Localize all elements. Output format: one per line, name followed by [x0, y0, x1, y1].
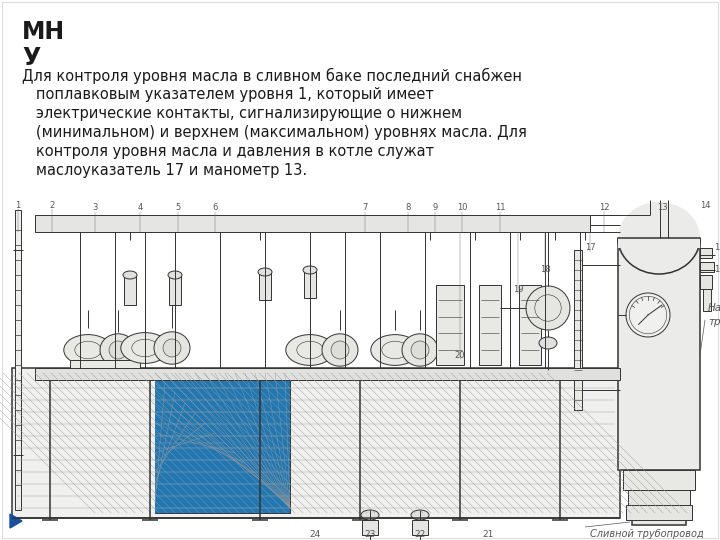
Bar: [479, 285, 501, 365]
Ellipse shape: [258, 268, 272, 276]
Bar: [15, 210, 21, 510]
Bar: [700, 248, 712, 258]
Bar: [35, 368, 620, 380]
Text: У: У: [22, 46, 40, 70]
Text: 2: 2: [50, 200, 55, 210]
Text: 21: 21: [482, 530, 494, 539]
Ellipse shape: [618, 202, 700, 274]
Bar: [70, 360, 140, 380]
Ellipse shape: [286, 335, 334, 366]
Text: 10: 10: [456, 204, 467, 213]
Text: маслоуказатель 17 и манометр 13.: маслоуказатель 17 и манометр 13.: [22, 163, 307, 178]
Text: 19: 19: [513, 286, 523, 294]
Text: 24: 24: [310, 530, 320, 539]
Text: 5: 5: [176, 204, 181, 213]
Text: 22: 22: [415, 530, 426, 539]
Bar: [155, 373, 290, 513]
Text: 12: 12: [599, 204, 609, 213]
Bar: [155, 373, 290, 513]
Text: 15: 15: [714, 244, 720, 253]
Ellipse shape: [371, 335, 419, 366]
Circle shape: [109, 341, 127, 359]
Bar: [124, 275, 136, 305]
Bar: [35, 215, 590, 232]
Text: 3: 3: [92, 204, 98, 213]
Bar: [412, 520, 428, 535]
Ellipse shape: [64, 335, 112, 366]
Ellipse shape: [539, 337, 557, 349]
Bar: [618, 238, 700, 470]
Bar: [623, 470, 695, 490]
Ellipse shape: [123, 271, 137, 279]
Text: 18: 18: [540, 266, 550, 274]
Bar: [632, 510, 686, 525]
Ellipse shape: [100, 334, 136, 366]
Bar: [700, 275, 712, 289]
Circle shape: [626, 293, 670, 337]
Ellipse shape: [402, 334, 438, 366]
Circle shape: [411, 341, 429, 359]
Text: 23: 23: [364, 530, 376, 539]
Bar: [700, 262, 714, 272]
Bar: [574, 250, 582, 410]
Bar: [519, 285, 541, 365]
Ellipse shape: [322, 334, 358, 366]
Text: 4: 4: [138, 204, 143, 213]
Ellipse shape: [361, 510, 379, 520]
Bar: [304, 270, 316, 298]
Text: электрические контакты, сигнализирующие о нижнем: электрические контакты, сигнализирующие …: [22, 106, 462, 121]
Text: 17: 17: [585, 244, 595, 253]
Bar: [12, 368, 620, 518]
Text: контроля уровня масла и давления в котле служат: контроля уровня масла и давления в котле…: [22, 144, 434, 159]
Circle shape: [331, 341, 349, 359]
Bar: [0, 195, 720, 540]
Bar: [259, 272, 271, 300]
Ellipse shape: [411, 510, 429, 520]
Bar: [618, 238, 700, 248]
Bar: [169, 275, 181, 305]
Text: поплавковым указателем уровня 1, который имеет: поплавковым указателем уровня 1, который…: [22, 87, 433, 102]
Text: МН: МН: [22, 20, 65, 44]
Text: 16: 16: [714, 266, 720, 274]
Bar: [362, 520, 378, 535]
Text: (минимальном) и верхнем (максимальном) уровнях масла. Для: (минимальном) и верхнем (максимальном) у…: [22, 125, 527, 140]
Text: 7: 7: [362, 204, 368, 213]
Text: 6: 6: [212, 204, 217, 213]
Text: 14: 14: [700, 200, 711, 210]
Text: 8: 8: [405, 204, 410, 213]
Text: 11: 11: [495, 204, 505, 213]
Text: Напорный
трубопровод: Напорный трубопровод: [708, 303, 720, 327]
Ellipse shape: [121, 333, 169, 363]
Ellipse shape: [168, 271, 182, 279]
Ellipse shape: [154, 332, 190, 364]
Ellipse shape: [303, 266, 317, 274]
Text: 1: 1: [15, 200, 21, 210]
Polygon shape: [10, 514, 22, 528]
Text: 13: 13: [657, 202, 667, 212]
Text: Для контроля уровня масла в сливном баке последний снабжен: Для контроля уровня масла в сливном баке…: [22, 68, 522, 84]
Bar: [703, 289, 711, 311]
Bar: [628, 490, 690, 510]
Bar: [626, 505, 692, 520]
Circle shape: [163, 339, 181, 357]
Text: Сливной трубопровод: Сливной трубопровод: [590, 529, 703, 539]
Bar: [436, 285, 464, 365]
Circle shape: [526, 286, 570, 330]
Text: 9: 9: [433, 204, 438, 213]
Text: 20: 20: [455, 350, 465, 360]
Wedge shape: [618, 238, 700, 279]
